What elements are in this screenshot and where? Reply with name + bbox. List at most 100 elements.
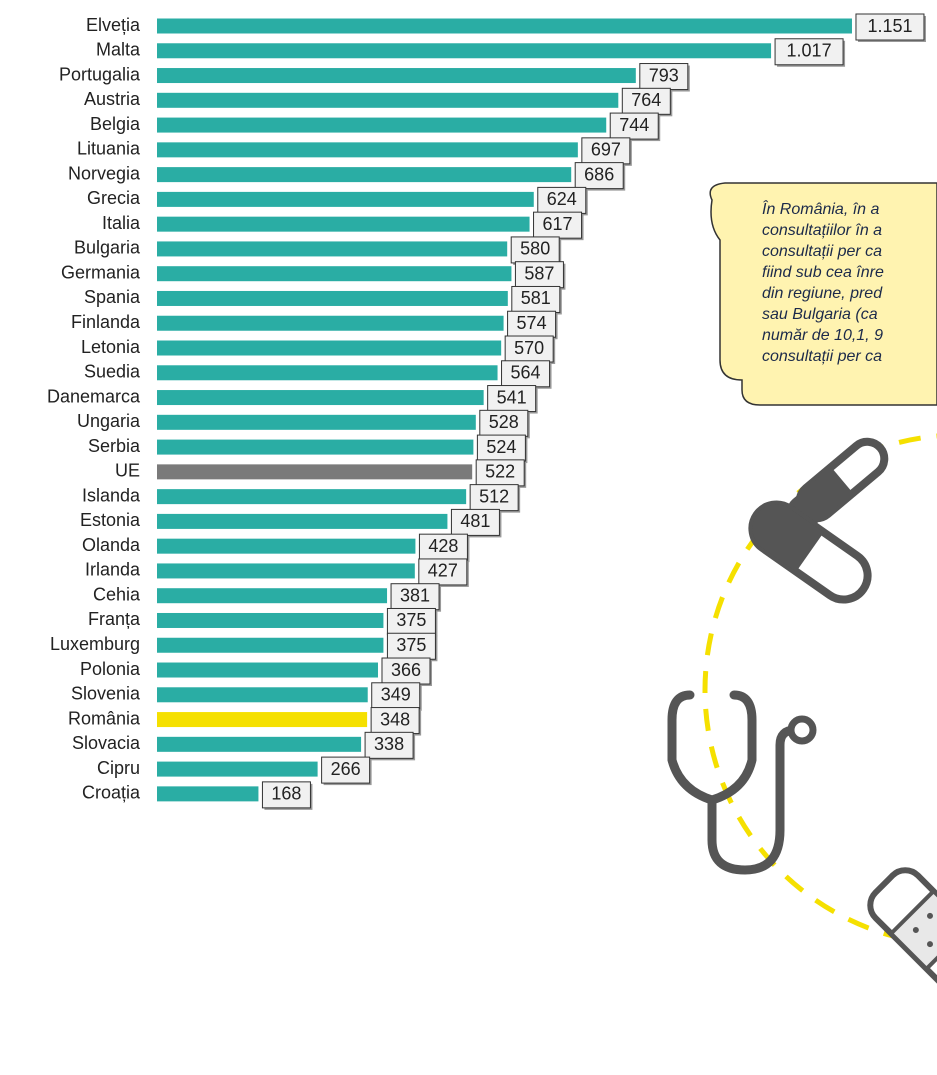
category-label: Grecia (87, 188, 141, 208)
bar (157, 538, 416, 554)
value-label: 624 (547, 189, 577, 209)
bar (157, 439, 474, 455)
category-label: Lituania (77, 139, 141, 159)
category-label: Croația (82, 783, 141, 803)
value-label-box (581, 137, 631, 165)
category-label: Olanda (82, 535, 141, 555)
value-label: 168 (271, 784, 301, 804)
bar (157, 266, 512, 282)
value-label: 338 (374, 734, 404, 754)
category-label: România (68, 708, 141, 728)
value-label-box (621, 87, 671, 115)
bar (157, 786, 259, 802)
bar (157, 662, 378, 678)
value-label-box (475, 459, 525, 487)
value-label: 512 (479, 486, 509, 506)
annotation-line: fiind sub cea înre (762, 264, 884, 281)
category-label: UE (115, 461, 140, 481)
category-label: Irlanda (85, 560, 141, 580)
bar (157, 92, 619, 108)
annotation-line: consultații per ca (762, 348, 882, 365)
category-label: Malta (96, 40, 141, 60)
value-label-box (261, 781, 311, 809)
value-label: 617 (543, 214, 573, 234)
bar (157, 513, 448, 529)
bar (157, 761, 318, 777)
value-label: 528 (489, 412, 519, 432)
value-label-box (514, 261, 564, 289)
category-label: Spania (84, 287, 141, 307)
category-label: Slovacia (72, 733, 141, 753)
value-label-box (321, 756, 371, 784)
category-label: Finlanda (71, 312, 141, 332)
value-label-box (574, 162, 624, 190)
value-label: 581 (521, 288, 551, 308)
value-label-box (510, 236, 560, 264)
category-label: Slovenia (71, 684, 141, 704)
value-label-box (533, 211, 583, 239)
value-label-box (507, 310, 557, 338)
value-label-box (609, 112, 659, 140)
annotation-line: În România, în a (762, 199, 880, 218)
bar (157, 290, 508, 306)
value-label-box (370, 707, 420, 735)
category-label: Franța (88, 609, 141, 629)
category-label: Ungaria (77, 411, 141, 431)
bar (157, 687, 368, 703)
category-label: Elveția (86, 15, 141, 35)
bar (157, 43, 772, 59)
category-label: Belgia (90, 114, 141, 134)
value-label: 481 (460, 511, 490, 531)
bar (157, 612, 384, 628)
bar (157, 637, 384, 653)
bar (157, 489, 467, 505)
value-label: 574 (517, 313, 547, 333)
value-label: 697 (591, 140, 621, 160)
value-label-box (469, 484, 519, 512)
bar (157, 315, 504, 331)
bar (157, 18, 852, 34)
value-label: 375 (396, 610, 426, 630)
category-label: Polonia (80, 659, 141, 679)
value-label: 1.017 (787, 41, 832, 61)
value-label-box (390, 583, 440, 611)
category-label: Luxemburg (50, 634, 140, 654)
value-label: 381 (400, 585, 430, 605)
category-label: Austria (84, 89, 141, 109)
value-label: 580 (520, 239, 550, 259)
value-label: 348 (380, 709, 410, 729)
bar (157, 216, 530, 232)
category-label: Germania (61, 262, 141, 282)
annotation-line: consultațiilor în a (762, 222, 882, 239)
value-label: 427 (428, 561, 458, 581)
category-label: Portugalia (59, 64, 141, 84)
value-label-box (855, 13, 925, 41)
category-label: Danemarca (47, 386, 141, 406)
bar (157, 241, 508, 257)
category-label: Bulgaria (74, 238, 141, 258)
annotation-line: sau Bulgaria (ca (762, 306, 878, 323)
value-label-box (418, 533, 468, 561)
value-label: 1.151 (867, 16, 912, 36)
bar (157, 414, 476, 430)
value-label: 764 (631, 90, 661, 110)
value-label: 522 (485, 462, 515, 482)
value-label: 570 (514, 338, 544, 358)
value-label: 428 (428, 536, 458, 556)
bar (157, 390, 484, 406)
category-label: Estonia (80, 510, 141, 530)
value-label-box (450, 508, 500, 536)
bar (157, 588, 388, 604)
value-label: 349 (381, 685, 411, 705)
annotation-line: din regiune, pred (762, 285, 883, 302)
bar (157, 365, 498, 381)
decoration (667, 182, 937, 993)
bar (157, 563, 415, 579)
value-label: 375 (396, 635, 426, 655)
value-label: 793 (649, 65, 679, 85)
value-label-box (381, 657, 431, 685)
category-label: Islanda (82, 485, 141, 505)
bar (157, 191, 534, 207)
bar (157, 142, 578, 158)
